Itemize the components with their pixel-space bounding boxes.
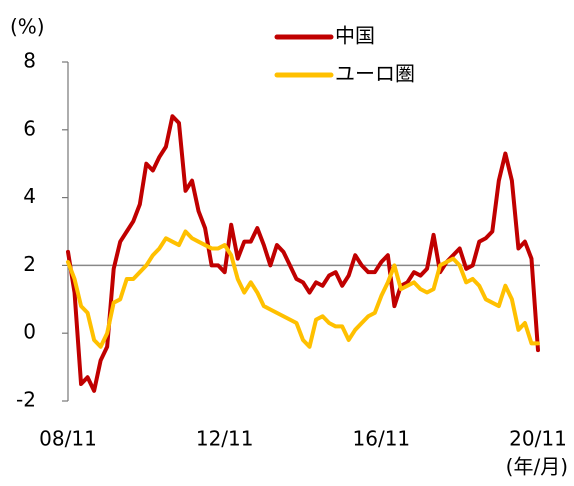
y-tick-label: 8 bbox=[23, 49, 36, 73]
x-tick-label: 16/11 bbox=[353, 427, 411, 451]
y-unit-label: (%) bbox=[10, 15, 45, 39]
y-tick-label: 2 bbox=[23, 252, 36, 276]
y-tick-label: 4 bbox=[23, 184, 36, 208]
x-unit-label: (年/月) bbox=[506, 455, 568, 479]
y-tick-label: 0 bbox=[23, 320, 36, 344]
y-tick-label: 6 bbox=[23, 116, 36, 140]
x-tick-label: 20/11 bbox=[509, 427, 567, 451]
legend-label: 中国 bbox=[335, 24, 375, 48]
x-tick-label: 08/11 bbox=[39, 427, 97, 451]
y-tick-label: -2 bbox=[16, 388, 36, 412]
legend-label: ユーロ圏 bbox=[335, 62, 415, 86]
series-line bbox=[66, 229, 540, 349]
x-tick-label: 12/11 bbox=[196, 427, 254, 451]
series-line bbox=[66, 114, 540, 393]
